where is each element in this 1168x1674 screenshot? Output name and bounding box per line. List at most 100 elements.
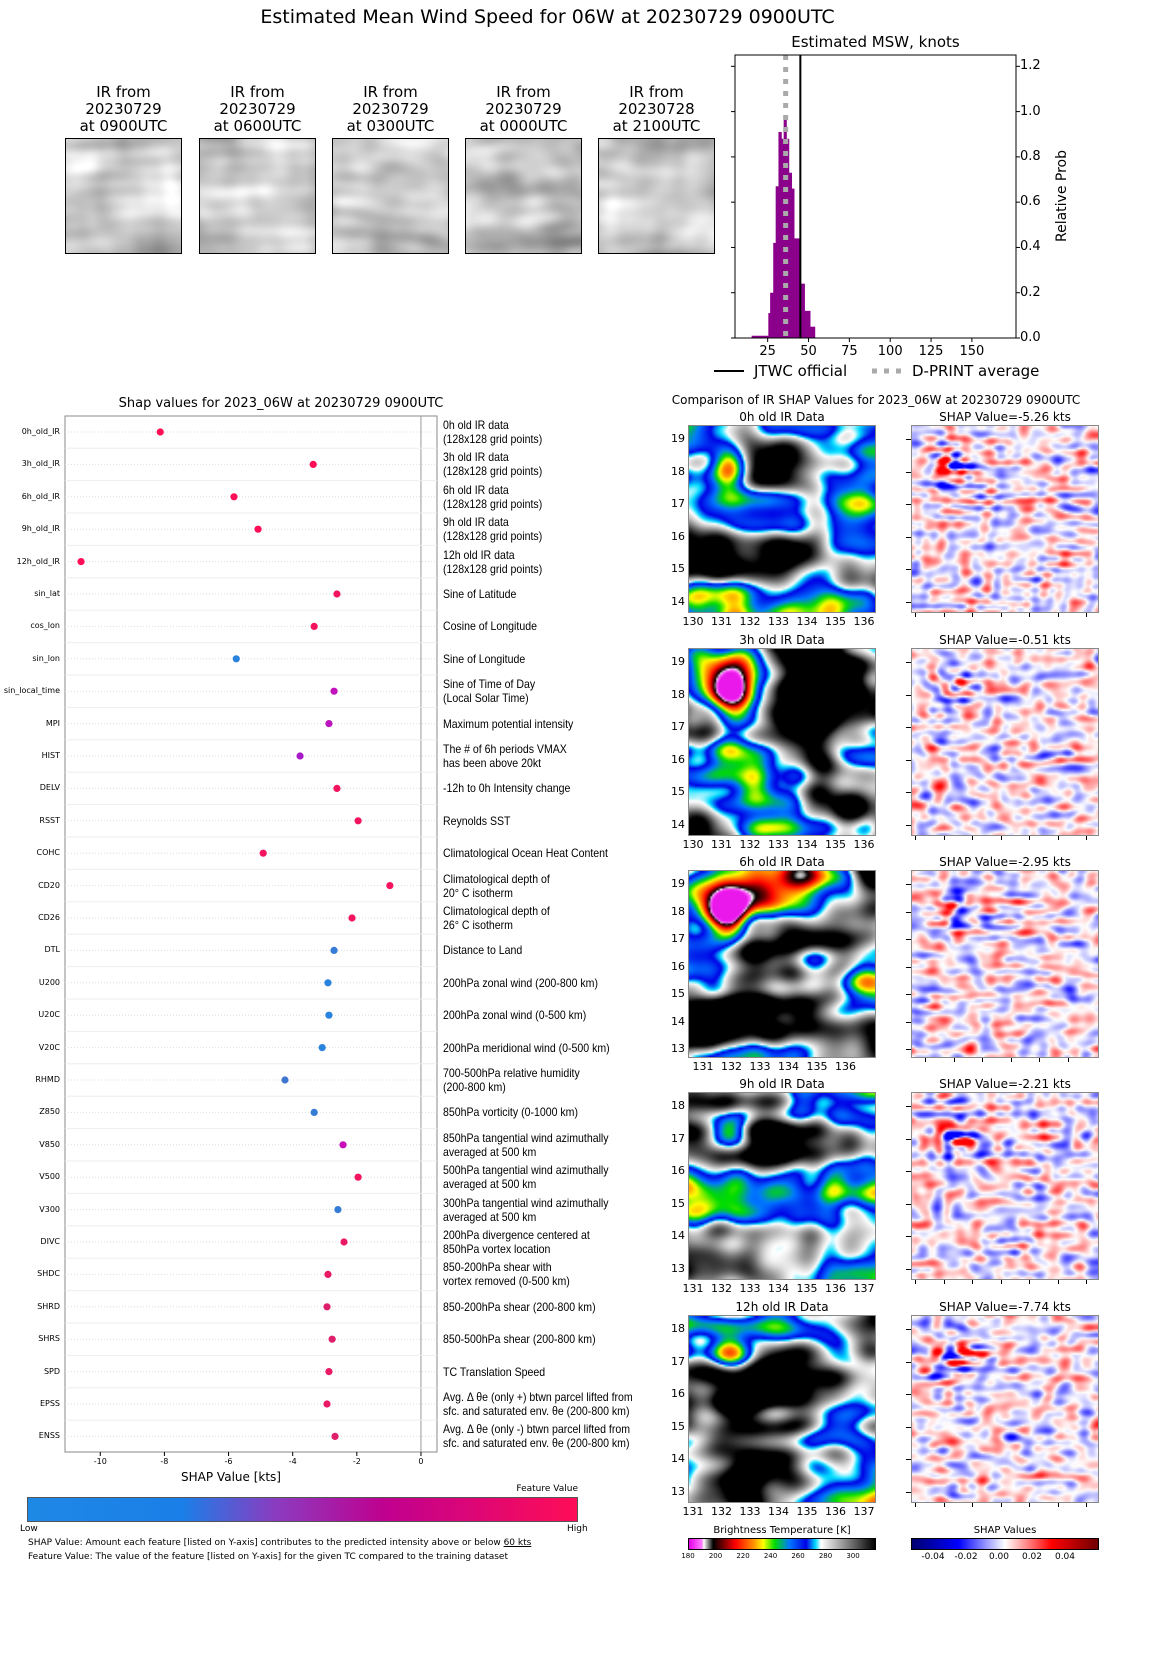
shap-dot-MPI — [325, 720, 333, 728]
lon-tick-label: 135 — [796, 1282, 818, 1295]
feature-code-label: sin_lat — [34, 589, 60, 598]
feature-code-label: DTL — [44, 945, 60, 955]
lat-tick-label: 15 — [671, 1419, 685, 1433]
lon-tick-label: 133 — [768, 615, 789, 628]
shap-y-tick — [906, 439, 911, 440]
lat-tick-label: 17 — [671, 497, 685, 511]
shap-y-tick — [906, 792, 911, 794]
shap-y-tick — [906, 1021, 911, 1023]
colorbar-title: Feature Value — [516, 1484, 578, 1494]
feature-description: Climatological Ocean Heat Content — [443, 846, 608, 861]
feature-description: Climatological depth of 26° C isotherm — [443, 904, 550, 932]
shap-y-tick — [906, 1459, 911, 1461]
lat-tick-label: 16 — [671, 529, 685, 543]
histogram-bar — [768, 313, 771, 338]
feature-code-label: U20C — [38, 1010, 60, 1020]
figure-title: Estimated Mean Wind Speed for 06W at 202… — [260, 6, 835, 28]
feature-description: Reynolds SST — [443, 813, 511, 828]
feature-description: 9h old IR data (128x128 grid points) — [443, 515, 543, 544]
feature-description: 200hPa zonal wind (200-800 km) — [443, 975, 598, 990]
ir-image-title: IR from 20230729 at 0900UTC — [79, 83, 168, 135]
shap-x-tick — [972, 1280, 973, 1284]
feature-code-label: sin_lon — [32, 653, 60, 663]
shap-y-tick — [906, 1268, 911, 1270]
feature-code-label: DIVC — [40, 1237, 60, 1246]
feature-code-label: sin_local_time — [3, 686, 60, 696]
note-text: SHAP Value: Amount each feature [listed … — [28, 1538, 504, 1548]
shap-colorbar-tick: 0.00 — [988, 1552, 1010, 1562]
bt-colorbar-tick: 180 — [681, 1552, 695, 1560]
ir-image-title: IR from 20230729 at 0000UTC — [479, 83, 568, 135]
shap-colorbar-tick: -0.02 — [954, 1552, 978, 1562]
shap-x-tick — [943, 1280, 945, 1284]
baseline-link[interactable]: 60 kts — [503, 1538, 532, 1548]
shap-dot-DTL — [330, 946, 338, 955]
feature-description: Avg. Δ θe (only +) btwn parcel lifted fr… — [443, 1390, 633, 1418]
lon-tick-label: 135 — [806, 1060, 828, 1073]
histogram-bar — [788, 172, 793, 338]
shap-heatmap — [911, 870, 1099, 1058]
lon-tick-label: 133 — [749, 1060, 771, 1073]
lat-tick-label: 15 — [671, 785, 685, 799]
shap-y-tick — [906, 1106, 911, 1107]
lat-tick-label: 17 — [671, 1131, 685, 1145]
lon-tick-label: 131 — [711, 615, 732, 628]
feature-description: Sine of Latitude — [443, 587, 517, 601]
feature-code-label: RSST — [39, 815, 60, 825]
feature-description: 850hPa vorticity (0-1000 km) — [443, 1105, 578, 1120]
histogram-plot — [714, 54, 1020, 374]
feature-code-label: cos_lon — [30, 621, 60, 631]
feature-code-label: SHDC — [37, 1269, 60, 1279]
lon-tick-label: 137 — [853, 1505, 875, 1518]
shap-y-tick — [906, 994, 911, 995]
bt-colorbar-tick: 200 — [708, 1552, 723, 1560]
note-shap-value: SHAP Value: Amount each feature [listed … — [28, 1538, 531, 1548]
lon-tick-label: 136 — [853, 615, 875, 628]
shap-dot-9h_old_IR — [254, 525, 262, 533]
lon-tick-label: 136 — [825, 1282, 846, 1295]
shap-y-tick — [906, 1236, 911, 1238]
lat-tick-label: 19 — [671, 877, 685, 890]
lon-tick-label: 132 — [739, 838, 761, 851]
feature-code-label: V850 — [39, 1139, 60, 1149]
shap-dot-SHDC — [324, 1270, 332, 1278]
legend-dprint-label: D-PRINT average — [912, 362, 1040, 380]
y-tick-label: 0.0 — [1020, 330, 1041, 345]
x-axis-label: SHAP Value [kts] — [181, 1470, 281, 1484]
lat-tick-label: 13 — [671, 1042, 685, 1055]
x-tick-label: 150 — [959, 344, 985, 359]
x-tick-label: -6 — [224, 1457, 233, 1466]
ir-satellite-image — [65, 138, 182, 254]
shap-x-tick — [1039, 1058, 1040, 1062]
shap-dot-DELV — [333, 784, 341, 793]
feature-description: Avg. Δ θe (only -) btwn parcel lifted fr… — [443, 1422, 631, 1451]
shap-x-tick — [972, 836, 973, 840]
ir-panel-title: 0h old IR Data — [739, 410, 825, 424]
shap-dot-CD20 — [386, 882, 394, 890]
lon-tick-label: 131 — [682, 1505, 704, 1518]
shap-panel-title: SHAP Value=-2.21 kts — [939, 1077, 1071, 1091]
lon-tick-label: 132 — [721, 1060, 742, 1073]
lat-tick-label: 13 — [671, 1261, 685, 1275]
feature-description: 200hPa divergence centered at 850hPa vor… — [443, 1228, 590, 1256]
histogram-bar — [809, 326, 816, 338]
shap-dot-cos_lon — [310, 622, 318, 631]
ir-panel-title: 12h old IR Data — [735, 1300, 829, 1314]
shap-panel-title: SHAP Value=-2.95 kts — [939, 855, 1071, 869]
shap-y-tick — [906, 1426, 911, 1428]
shap-y-tick — [906, 1138, 911, 1140]
lat-tick-label: 17 — [671, 720, 685, 734]
feature-code-label: 12h_old_IR — [16, 556, 60, 566]
shap-dot-COHC — [259, 849, 267, 857]
shap-y-tick — [906, 569, 911, 571]
x-tick-label: -10 — [93, 1457, 107, 1466]
lat-tick-label: 16 — [671, 959, 685, 973]
ir-brightness-map — [688, 1092, 876, 1280]
lon-tick-label: 135 — [825, 838, 846, 851]
shap-x-tick — [943, 1503, 945, 1507]
ir-brightness-map — [688, 648, 876, 836]
lat-tick-label: 19 — [671, 655, 685, 668]
lon-tick-label: 134 — [796, 838, 818, 851]
shap-x-tick — [1086, 836, 1087, 840]
lat-tick-label: 15 — [671, 562, 685, 576]
